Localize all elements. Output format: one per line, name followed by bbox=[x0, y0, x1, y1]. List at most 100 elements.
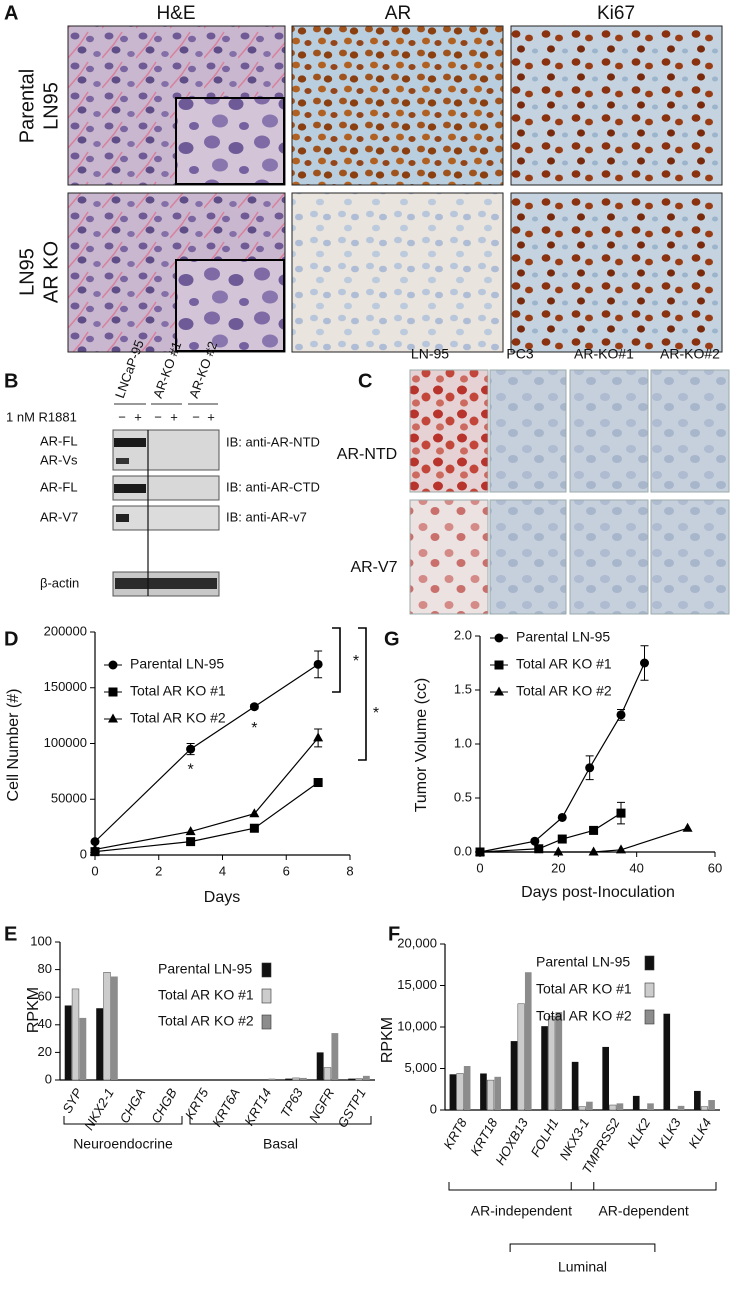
micrographs bbox=[67, 25, 723, 353]
panel-letter: G bbox=[384, 628, 400, 650]
panel-letter: B bbox=[4, 370, 18, 392]
group-bracket bbox=[570, 1182, 717, 1191]
bar bbox=[103, 972, 111, 1081]
y-tick-label: 20 bbox=[38, 1044, 52, 1059]
point bbox=[616, 710, 626, 720]
bar bbox=[292, 1077, 300, 1081]
panel-letter: A bbox=[4, 2, 18, 24]
series-line bbox=[94, 782, 319, 853]
bar bbox=[602, 1046, 609, 1110]
x-tick-label: SYP bbox=[59, 1085, 85, 1115]
inset bbox=[175, 259, 285, 352]
series-line bbox=[479, 662, 646, 853]
row-label: AR-V7 bbox=[350, 559, 397, 576]
ib-label: IB: anti-AR-CTD bbox=[226, 479, 320, 494]
y-tick-label: 150000 bbox=[44, 679, 87, 694]
y-tick-label: 10,000 bbox=[397, 1018, 437, 1033]
row-label: LN95 bbox=[16, 248, 38, 296]
bar bbox=[524, 972, 532, 1110]
bar bbox=[510, 1041, 518, 1110]
band-label: AR-V7 bbox=[40, 509, 78, 524]
band-label: β-actin bbox=[40, 575, 79, 590]
bar bbox=[708, 1100, 715, 1110]
legend-marker bbox=[108, 687, 118, 697]
y-tick-label: 5,000 bbox=[404, 1060, 437, 1075]
point bbox=[90, 837, 100, 847]
point bbox=[90, 843, 100, 853]
bar bbox=[456, 1073, 464, 1111]
panel-letter: E bbox=[4, 923, 17, 945]
y-tick-label: 40 bbox=[38, 1016, 52, 1031]
legend-label: Total AR KO #1 bbox=[536, 981, 632, 997]
legend-label: Parental LN-95 bbox=[130, 656, 224, 672]
band-label: AR-Vs bbox=[40, 452, 78, 467]
y-tick-label: 0.0 bbox=[454, 843, 472, 858]
bar bbox=[616, 1103, 624, 1110]
legend-marker bbox=[494, 660, 504, 670]
micrograph bbox=[291, 25, 504, 186]
legend-label: Total AR KO #1 bbox=[516, 656, 612, 672]
x-tick-label: KLK2 bbox=[624, 1115, 653, 1151]
blots bbox=[112, 429, 220, 597]
bar bbox=[677, 1105, 685, 1110]
treatment-label: 1 nM R1881 bbox=[6, 409, 77, 424]
x-tick-label: KLK3 bbox=[655, 1115, 684, 1151]
bar bbox=[480, 1073, 487, 1110]
y-tick-label: 2.0 bbox=[454, 627, 472, 642]
band-label: AR-FL bbox=[40, 479, 78, 494]
x-tick-label: KRT8 bbox=[440, 1115, 470, 1152]
point bbox=[186, 744, 196, 754]
micrograph bbox=[510, 25, 723, 186]
x-tick-label: CHGB bbox=[148, 1085, 180, 1125]
point bbox=[553, 846, 564, 856]
x-tick-label: 8 bbox=[346, 863, 353, 878]
point bbox=[640, 658, 649, 668]
bar bbox=[555, 1012, 563, 1110]
x-tick-label: 4 bbox=[219, 863, 226, 878]
y-tick-label: 20,000 bbox=[397, 935, 437, 950]
series-line bbox=[479, 812, 622, 853]
panel-letter: F bbox=[388, 923, 400, 945]
sign: − bbox=[192, 409, 200, 424]
group-bracket bbox=[509, 1243, 656, 1252]
ib-label: IB: anti-AR-NTD bbox=[226, 434, 320, 449]
group-bracket bbox=[189, 1116, 372, 1125]
y-tick-label: 0 bbox=[45, 1071, 52, 1086]
legend-marker bbox=[108, 660, 118, 670]
column-header: AR-KO#1 bbox=[574, 346, 634, 362]
group-bracket bbox=[63, 1116, 183, 1125]
legend-label: Total AR KO #2 bbox=[516, 683, 612, 699]
sign: − bbox=[118, 409, 126, 424]
legend-marker bbox=[108, 713, 118, 723]
x-tick-label: NKX2-1 bbox=[81, 1086, 117, 1133]
x-tick-label: 40 bbox=[629, 860, 643, 875]
x-tick-label: 60 bbox=[708, 860, 722, 875]
x-tick-label: 0 bbox=[476, 860, 483, 875]
group-label: Neuroendocrine bbox=[73, 1136, 173, 1152]
x-tick-label: KRT6A bbox=[209, 1086, 243, 1130]
y-axis-label: Cell Number (#) bbox=[5, 689, 22, 802]
annotation: * bbox=[251, 720, 257, 737]
bar bbox=[541, 1026, 548, 1110]
bar bbox=[571, 1061, 579, 1110]
x-axis-label: Days bbox=[204, 889, 240, 906]
bar bbox=[64, 1005, 72, 1080]
bar bbox=[694, 1090, 701, 1110]
point bbox=[249, 702, 259, 712]
column-header: Ki67 bbox=[597, 3, 635, 24]
legend-label: Total AR KO #2 bbox=[158, 1013, 254, 1029]
point bbox=[588, 846, 599, 856]
bar bbox=[355, 1078, 363, 1081]
bar bbox=[578, 1106, 586, 1111]
x-tick-label: TP63 bbox=[277, 1085, 306, 1120]
panel-letter: C bbox=[358, 370, 372, 392]
legend-swatch bbox=[644, 955, 655, 971]
sign: + bbox=[134, 409, 142, 424]
bar bbox=[362, 1075, 370, 1080]
x-tick-label: 6 bbox=[283, 863, 290, 878]
micrograph bbox=[510, 192, 723, 353]
y-tick-label: 50000 bbox=[51, 791, 87, 806]
y-tick-label: 200000 bbox=[44, 623, 87, 638]
y-axis-label: RPKM bbox=[25, 987, 42, 1033]
